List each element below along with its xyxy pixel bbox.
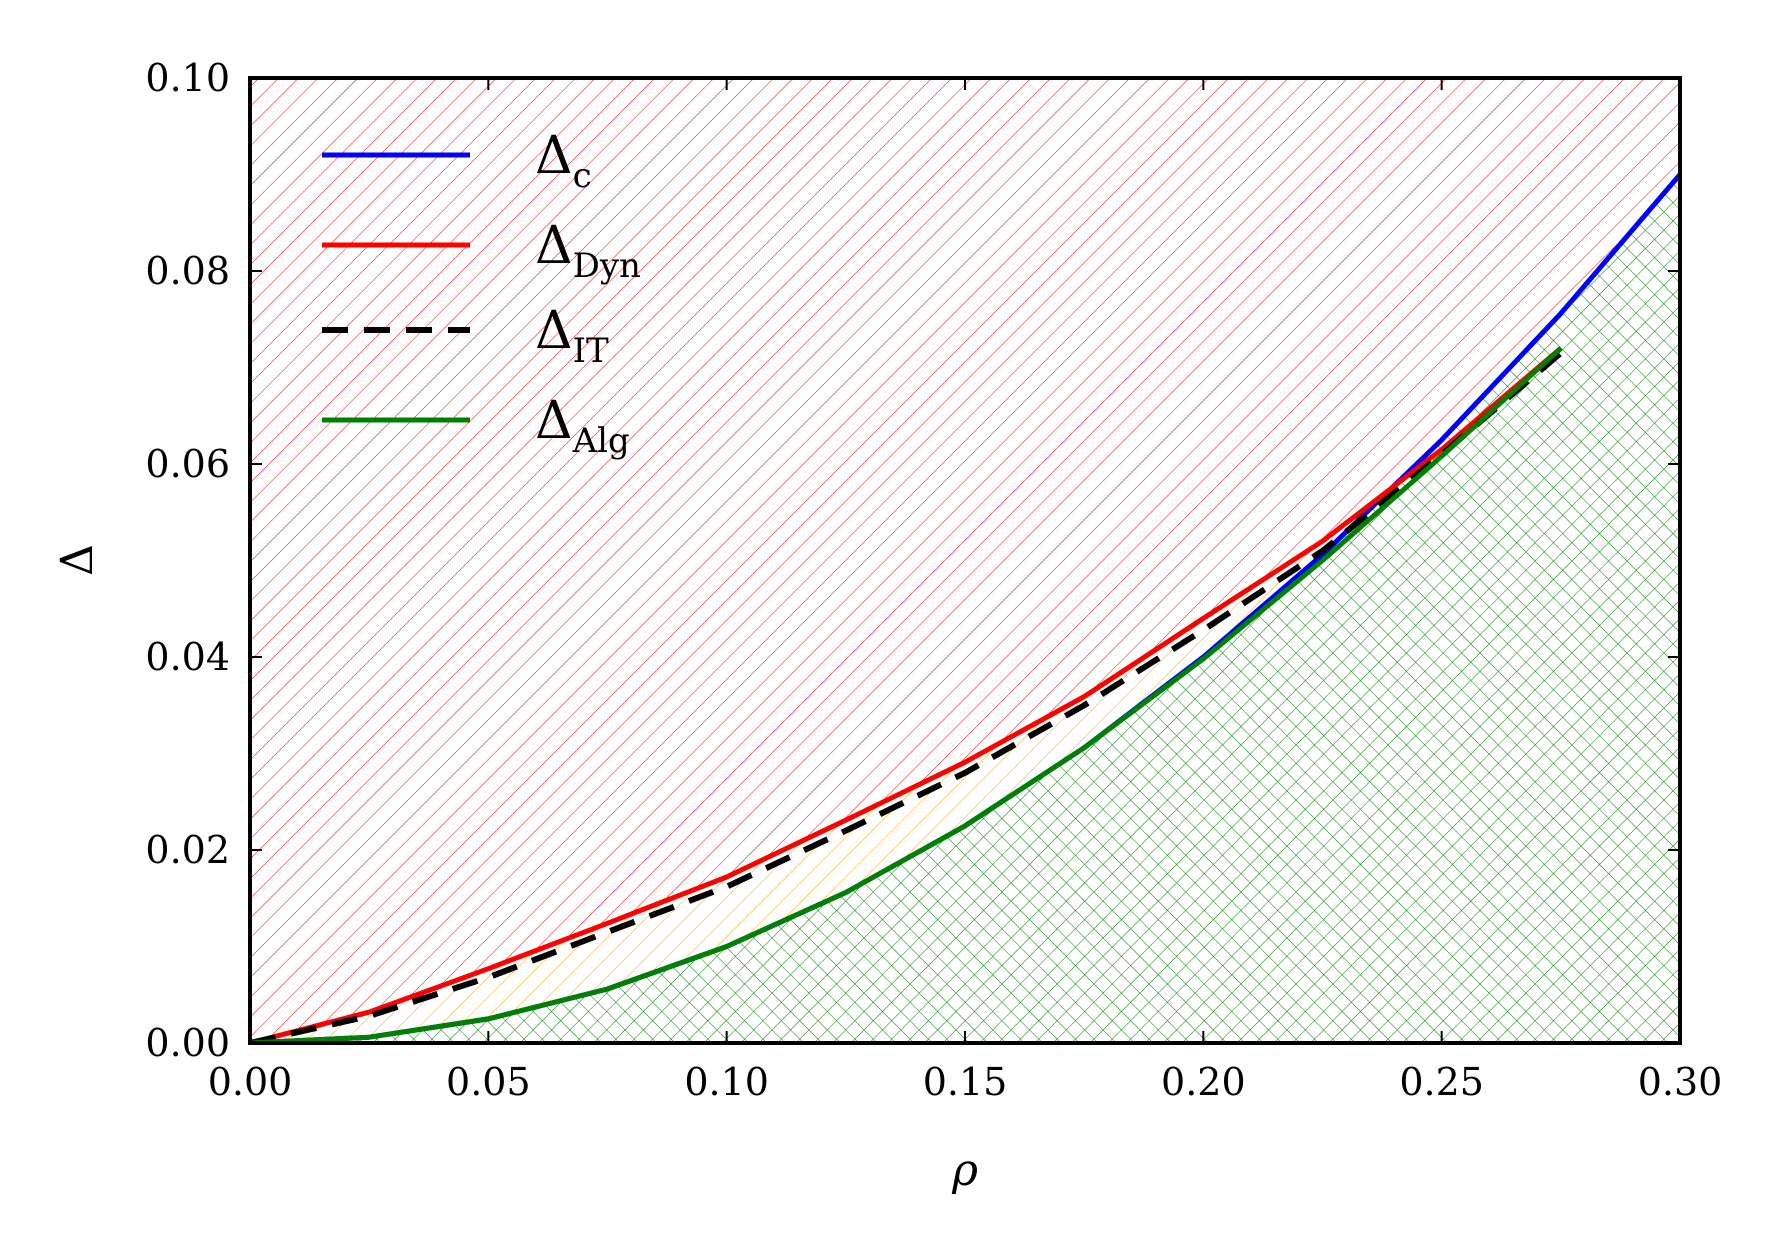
- x-axis-label: ρ: [951, 1145, 978, 1196]
- x-tick-label: 0.05: [446, 1060, 531, 1104]
- y-tick-label: 0.04: [145, 635, 230, 679]
- x-tick-label: 0.00: [208, 1060, 293, 1104]
- series-line-it: [250, 350, 1563, 1043]
- legend-label-dyn: ΔDyn: [535, 216, 641, 286]
- y-tick-label: 0.06: [145, 442, 230, 486]
- y-tick-label: 0.02: [145, 828, 230, 872]
- series-line-dyn: [250, 346, 1563, 1043]
- x-tick-label: 0.15: [923, 1060, 1008, 1104]
- y-tick-label: 0.08: [145, 249, 230, 293]
- x-tick-label: 0.30: [1638, 1060, 1723, 1104]
- region-below-alg: [250, 174, 1680, 1043]
- legend-label-it: ΔIT: [535, 301, 609, 371]
- x-tick-label: 0.10: [684, 1060, 769, 1104]
- y-tick-label: 0.10: [145, 56, 230, 100]
- y-tick-label: 0.00: [145, 1021, 230, 1065]
- region-above-dyn: [250, 78, 1680, 1043]
- y-axis-label: Δ: [52, 544, 103, 576]
- legend-label-c: Δc: [535, 126, 592, 196]
- series-line-alg: [250, 346, 1563, 1043]
- legend-label-alg: ΔAlg: [535, 391, 630, 461]
- x-tick-label: 0.20: [1161, 1060, 1246, 1104]
- x-tick-label: 0.25: [1399, 1060, 1484, 1104]
- legend: Δc ΔDyn ΔIT ΔAlg: [322, 126, 641, 461]
